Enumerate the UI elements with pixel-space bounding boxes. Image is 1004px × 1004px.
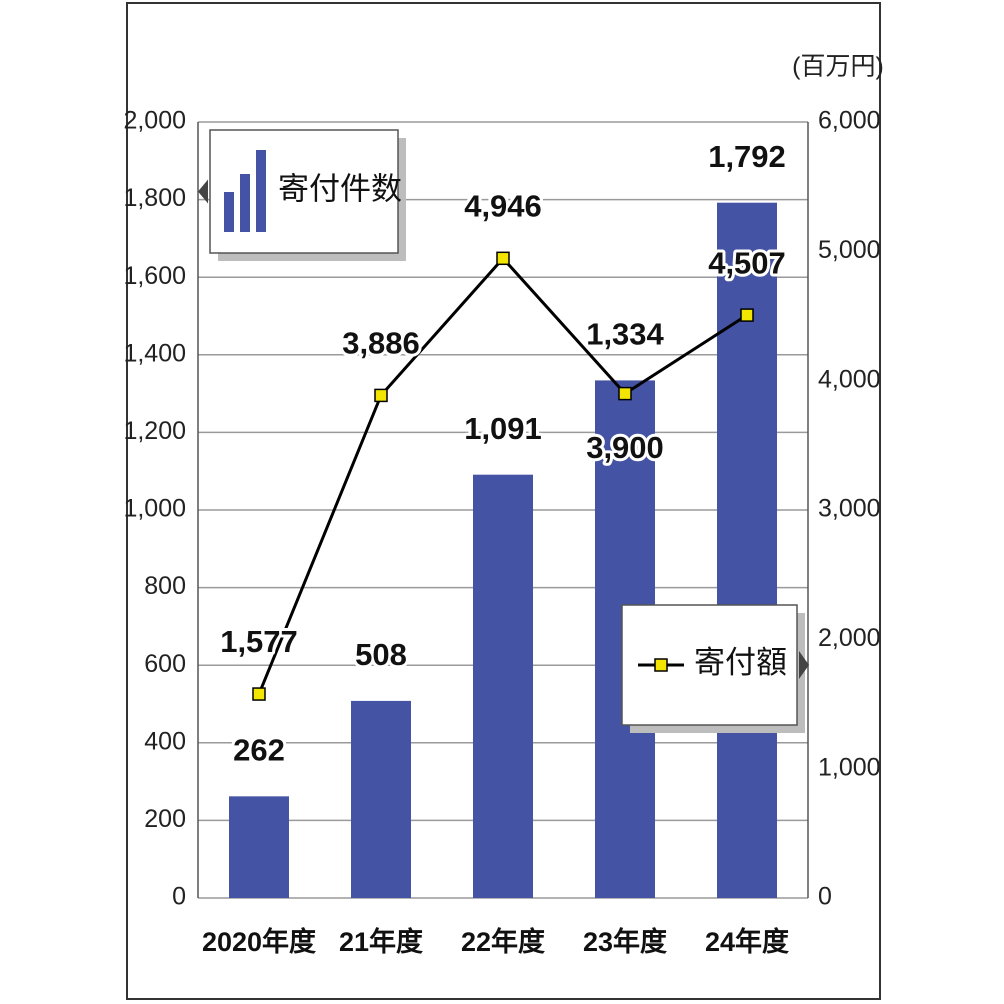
y2-tick-label: 3,000 xyxy=(818,495,881,523)
y-tick-label: 400 xyxy=(144,727,186,755)
y2-tick-label: 6,000 xyxy=(818,107,881,135)
y2-tick-label: 2,000 xyxy=(818,624,881,652)
line-value-label: 4,946 xyxy=(464,189,542,224)
y-tick-label: 200 xyxy=(144,805,186,833)
bar-value-label: 1,334 xyxy=(586,317,664,352)
bar xyxy=(717,202,777,899)
line-value-label: 3,900 xyxy=(586,430,664,465)
line-marker xyxy=(618,386,632,401)
bar xyxy=(351,700,411,898)
y2-tick-label: 1,000 xyxy=(818,753,881,781)
y-tick-label: 0 xyxy=(172,883,186,911)
legend-icon xyxy=(240,174,250,232)
y2-unit-label: (百万円) xyxy=(792,53,884,81)
line-marker xyxy=(374,388,388,403)
y2-tick-label: 0 xyxy=(818,883,832,911)
x-tick-label: 22年度 xyxy=(461,926,545,957)
line-marker xyxy=(740,308,754,322)
line-value-label: 3,886 xyxy=(342,326,420,361)
legend-label: 寄付額 xyxy=(694,645,787,680)
line-marker xyxy=(496,251,510,266)
legend-icon xyxy=(224,192,234,232)
legend-pointer xyxy=(198,179,208,204)
y-tick-label: 600 xyxy=(144,650,186,678)
legend-label: 寄付件数 xyxy=(278,172,402,207)
y-tick-label: 1,200 xyxy=(123,417,186,445)
line-value-label: 4,507 xyxy=(708,245,786,280)
x-tick-label: 23年度 xyxy=(583,926,667,957)
y-tick-label: 1,800 xyxy=(123,184,186,212)
line-value-label: 1,577 xyxy=(220,624,298,659)
y-tick-label: 1,000 xyxy=(123,495,186,523)
y2-tick-label: 4,000 xyxy=(818,365,881,393)
bar-value-label: 508 xyxy=(355,637,407,672)
line-marker xyxy=(252,687,266,701)
bar-value-label: 1,792 xyxy=(708,139,786,174)
bar-value-label: 262 xyxy=(233,733,285,768)
x-tick-label: 24年度 xyxy=(705,926,789,957)
y2-tick-label: 5,000 xyxy=(818,236,881,264)
y-tick-label: 800 xyxy=(144,572,186,600)
bar-value-label: 1,091 xyxy=(464,411,542,446)
y-tick-label: 2,000 xyxy=(123,107,186,135)
legend-icon xyxy=(256,150,266,232)
y-tick-label: 1,600 xyxy=(123,262,186,290)
y-tick-label: 1,400 xyxy=(123,339,186,367)
x-tick-label: 21年度 xyxy=(339,926,423,957)
legend-icon xyxy=(654,658,668,672)
bar xyxy=(473,474,533,898)
x-tick-label: 2020年度 xyxy=(202,926,316,957)
legend-pointer xyxy=(799,651,809,679)
bar xyxy=(229,796,289,898)
